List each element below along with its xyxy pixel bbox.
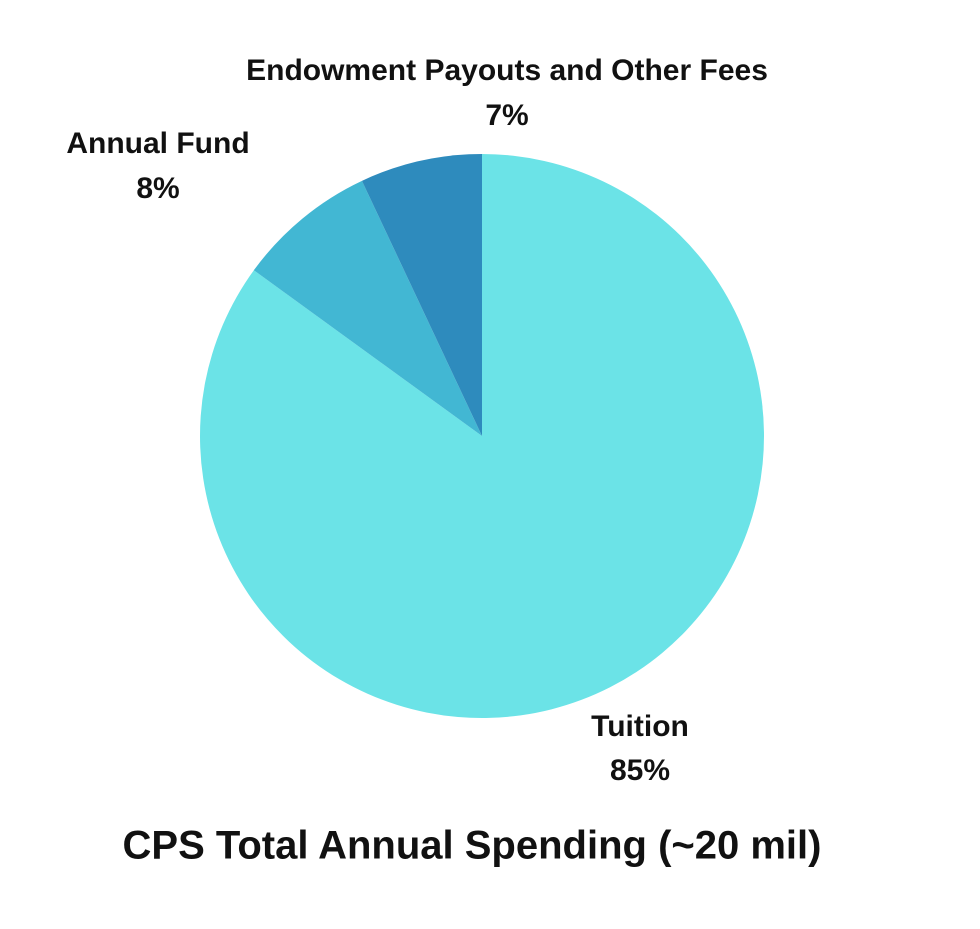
slice-label: Endowment Payouts and Other Fees (246, 54, 768, 87)
value-label: 85% (610, 754, 670, 787)
slice-label: Tuition (591, 710, 689, 743)
chart-title: CPS Total Annual Spending (~20 mil) (123, 824, 822, 868)
pie-slice (253, 180, 482, 436)
value-label: 8% (136, 172, 179, 205)
pie-slice (361, 154, 482, 436)
slice-label: Annual Fund (66, 127, 249, 160)
value-label: 7% (485, 99, 528, 132)
pie-slice (200, 154, 765, 718)
